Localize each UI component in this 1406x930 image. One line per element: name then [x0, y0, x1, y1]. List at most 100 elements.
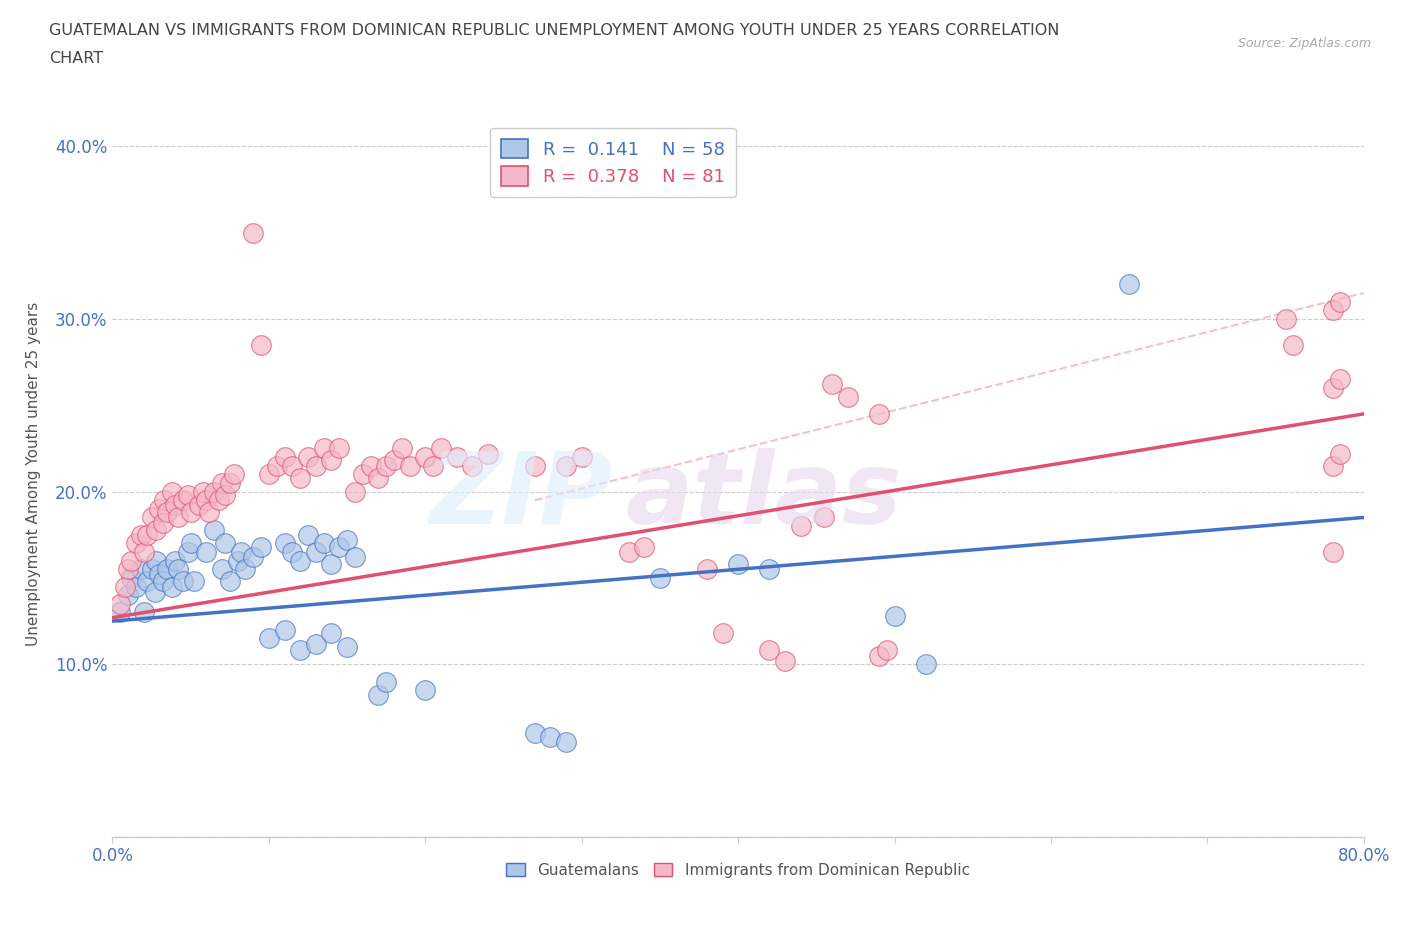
Point [633, 539, 655, 554]
Point [1118, 277, 1140, 292]
Point [226, 553, 249, 568]
Point [195, 493, 218, 508]
Point [266, 458, 288, 473]
Point [214, 536, 236, 551]
Point [297, 449, 319, 464]
Point [160, 485, 183, 499]
Point [242, 550, 264, 565]
Point [229, 545, 252, 560]
Point [773, 654, 796, 669]
Point [132, 605, 155, 620]
Point [367, 688, 389, 703]
Point [135, 527, 157, 542]
Point [876, 643, 898, 658]
Text: GUATEMALAN VS IMMIGRANTS FROM DOMINICAN REPUBLIC UNEMPLOYMENT AMONG YOUTH UNDER : GUATEMALAN VS IMMIGRANTS FROM DOMINICAN … [49, 23, 1060, 38]
Point [758, 643, 780, 658]
Point [1322, 380, 1344, 395]
Point [193, 485, 215, 499]
Point [571, 449, 593, 464]
Point [352, 467, 374, 482]
Point [821, 377, 844, 392]
Point [727, 557, 749, 572]
Point [1322, 458, 1344, 473]
Point [167, 510, 190, 525]
Point [312, 441, 335, 456]
Point [523, 726, 546, 741]
Point [523, 458, 546, 473]
Legend: Guatemalans, Immigrants from Dominican Republic: Guatemalans, Immigrants from Dominican R… [501, 857, 976, 884]
Point [202, 522, 225, 537]
Point [218, 574, 240, 589]
Point [141, 562, 163, 577]
Point [135, 574, 157, 589]
Point [446, 449, 468, 464]
Point [328, 539, 350, 554]
Point [153, 493, 176, 508]
Point [163, 553, 186, 568]
Point [555, 458, 578, 473]
Point [148, 501, 170, 516]
Point [1329, 372, 1351, 387]
Point [477, 446, 499, 461]
Point [114, 579, 136, 594]
Point [398, 458, 420, 473]
Point [290, 553, 312, 568]
Point [180, 505, 202, 520]
Point [176, 487, 198, 502]
Point [148, 567, 170, 582]
Point [132, 545, 155, 560]
Point [305, 545, 328, 560]
Point [336, 533, 359, 548]
Point [915, 657, 938, 671]
Point [328, 441, 350, 456]
Point [208, 493, 231, 508]
Point [868, 648, 890, 663]
Point [117, 562, 139, 577]
Text: CHART: CHART [49, 51, 103, 66]
Point [273, 449, 295, 464]
Point [187, 498, 209, 512]
Point [218, 475, 240, 490]
Point [125, 536, 148, 551]
Point [257, 631, 280, 645]
Point [110, 596, 132, 611]
Point [1329, 446, 1351, 461]
Text: Source: ZipAtlas.com: Source: ZipAtlas.com [1237, 37, 1371, 50]
Point [617, 545, 640, 560]
Point [273, 622, 295, 637]
Point [711, 626, 734, 641]
Point [211, 475, 233, 490]
Point [202, 485, 225, 499]
Point [120, 553, 142, 568]
Point [163, 498, 186, 512]
Point [250, 539, 273, 554]
Point [172, 493, 194, 508]
Point [242, 225, 264, 240]
Point [141, 510, 163, 525]
Point [382, 453, 405, 468]
Point [129, 527, 152, 542]
Point [415, 449, 437, 464]
Point [152, 574, 174, 589]
Point [211, 562, 233, 577]
Point [297, 527, 319, 542]
Point [290, 471, 312, 485]
Point [129, 562, 152, 577]
Point [281, 458, 304, 473]
Point [257, 467, 280, 482]
Point [312, 536, 335, 551]
Point [117, 588, 139, 603]
Point [152, 515, 174, 530]
Point [172, 574, 194, 589]
Point [145, 553, 167, 568]
Point [143, 584, 166, 599]
Point [1322, 303, 1344, 318]
Point [290, 643, 312, 658]
Point [167, 562, 190, 577]
Point [430, 441, 453, 456]
Point [336, 640, 359, 655]
Point [176, 545, 198, 560]
Point [461, 458, 484, 473]
Text: atlas: atlas [626, 447, 903, 545]
Point [1282, 338, 1305, 352]
